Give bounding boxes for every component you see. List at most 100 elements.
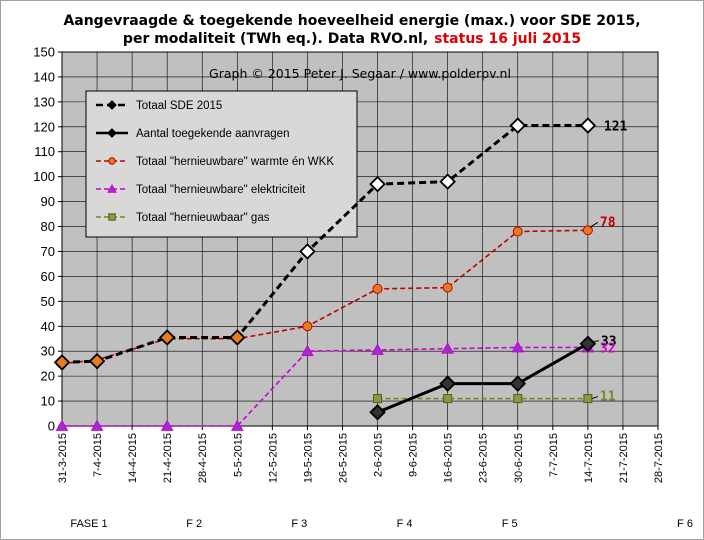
phase-label-1: F 2 (186, 518, 202, 530)
legend-marker-2 (108, 157, 116, 165)
series-4-point-2 (513, 394, 523, 404)
legend-label-1: Aantal toegekende aanvragen (136, 128, 289, 140)
y-tick-label-30: 30 (41, 344, 55, 359)
series-2-point-6 (442, 282, 453, 293)
series-2-point-5 (372, 283, 383, 294)
legend-marker-1 (107, 128, 117, 138)
x-tick-label-0: 31-3-2015 (57, 433, 69, 483)
legend-label-2: Totaal "hernieuwbare" warmte én WKK (136, 156, 334, 168)
series-3-point-3 (230, 419, 244, 431)
legend-marker-4 (108, 213, 116, 221)
series-2-point-4 (302, 321, 313, 332)
phase-label-5: F 6 (677, 518, 693, 530)
end-label-leader-4 (591, 396, 599, 400)
y-tick-label-80: 80 (41, 219, 55, 234)
chart-title-line2: per modaliteit (TWh eq.). Data RVO.nl, st… (123, 31, 581, 47)
x-tick-labels: 31-3-2015 7-4-2015 14-4-2015 21-4-2015 28-4-… (57, 433, 665, 483)
legend-label-0: Totaal SDE 2015 (136, 100, 222, 112)
end-label-leader-2 (589, 221, 599, 228)
y-tick-label-60: 60 (41, 269, 55, 284)
x-tick-label-8: 26-5-2015 (337, 433, 349, 483)
plot-border (61, 51, 659, 427)
series-0-point-1 (88, 352, 106, 370)
series-3-point-2 (160, 419, 174, 431)
series-1-point-2 (509, 375, 527, 392)
x-tick-label-1: 7-4-2015 (92, 433, 104, 477)
series-0-point-7 (509, 117, 527, 134)
chart-title-line2-black: per modaliteit (TWh eq.). Data RVO.nl, (123, 31, 428, 47)
series-line-1 (376, 342, 589, 414)
series-0 (53, 117, 597, 371)
credit-text: Graph © 2015 Peter J. Segaar / www.polde… (209, 66, 511, 81)
series-0-point-8 (579, 117, 597, 134)
phase-label-0: FASE 1 (70, 518, 107, 530)
series-1-point-1 (439, 375, 456, 392)
x-tick-label-9: 2-6-2015 (373, 433, 385, 477)
y-tick-label-110: 110 (34, 144, 55, 159)
y-tick-label-10: 10 (41, 394, 55, 409)
legend-box (85, 90, 358, 238)
x-tick-label-3: 21-4-2015 (162, 433, 174, 483)
chart-title-line1: Aangevraagde & toegekende hoeveelheid en… (63, 13, 640, 29)
phase-labels: FASE 1 F 2 F 3 F 4 F 5 F 6 (70, 518, 693, 530)
end-label-2: 78 (600, 215, 616, 230)
phase-label-2: F 3 (291, 518, 307, 530)
y-tick-label-150: 150 (33, 45, 55, 60)
phase-label-4: F 5 (502, 518, 518, 530)
series-3-point-1 (90, 419, 104, 431)
x-tick-label-10: 9-6-2015 (408, 433, 420, 477)
series-2-point-7 (512, 226, 523, 237)
legend-marker-3 (107, 183, 117, 193)
legend: Totaal SDE 2015 Aantal toegekende aanvrag… (85, 90, 358, 238)
series-1 (369, 335, 597, 421)
x-tick-label-12: 23-6-2015 (478, 433, 490, 483)
x-tick-label-13: 30-6-2015 (513, 433, 525, 483)
y-tick-label-90: 90 (41, 194, 55, 209)
x-tick-label-6: 12-5-2015 (267, 433, 279, 483)
series-0-point-4 (299, 243, 316, 260)
y-tick-labels: 0 10 20 30 40 50 60 70 80 90 100 110 120 130 140 150 (33, 45, 55, 434)
x-tick-label-16: 21-7-2015 (618, 433, 630, 483)
x-tick-label-4: 28-4-2015 (197, 433, 209, 483)
y-tick-label-100: 100 (33, 169, 55, 184)
x-tick-label-7: 19-5-2015 (302, 433, 314, 483)
series-2-point-8 (582, 225, 593, 236)
series-3 (55, 340, 595, 431)
series-4-point-1 (443, 394, 453, 404)
x-tick-label-15: 14-7-2015 (583, 433, 595, 483)
chart-title-line2-red: status 16 juli 2015 (434, 31, 581, 47)
series-0-point-3 (229, 329, 246, 346)
y-tick-label-0: 0 (48, 419, 55, 434)
legend-label-4: Totaal "hernieuwbaar" gas (136, 212, 270, 224)
series-3-point-7 (511, 340, 525, 353)
y-tick-label-70: 70 (41, 244, 55, 259)
series-1-point-0 (369, 404, 386, 421)
series-0-point-5 (369, 175, 386, 193)
phase-label-3: F 4 (397, 518, 413, 530)
y-tick-label-40: 40 (41, 319, 55, 334)
legend-marker-0 (107, 100, 117, 110)
y-tick-label-130: 130 (33, 94, 55, 109)
y-tick-label-20: 20 (41, 369, 55, 384)
series-layer (53, 117, 597, 431)
series-4-point-0 (373, 394, 383, 404)
end-label-3: 32 (600, 341, 616, 356)
y-tick-label-50: 50 (41, 294, 55, 309)
x-tick-label-14: 7-7-2015 (548, 433, 560, 477)
series-3-point-5 (371, 343, 384, 355)
x-tick-label-11: 16-6-2015 (443, 433, 455, 483)
end-label-4: 11 (600, 390, 616, 405)
series-0-point-6 (439, 173, 456, 190)
series-0-point-0 (53, 354, 71, 371)
series-3-point-6 (441, 342, 454, 354)
series-line-3 (62, 346, 588, 427)
series-3-point-0 (55, 419, 69, 431)
series-4-point-3 (583, 394, 593, 404)
end-label-0: 121 (604, 120, 628, 135)
series-3-point-4 (301, 344, 314, 357)
y-tick-label-120: 120 (33, 119, 55, 134)
y-tick-label-140: 140 (33, 69, 55, 84)
end-label-1: 33 (601, 335, 617, 350)
legend-label-3: Totaal "hernieuwbare" elektriciteit (136, 184, 306, 196)
